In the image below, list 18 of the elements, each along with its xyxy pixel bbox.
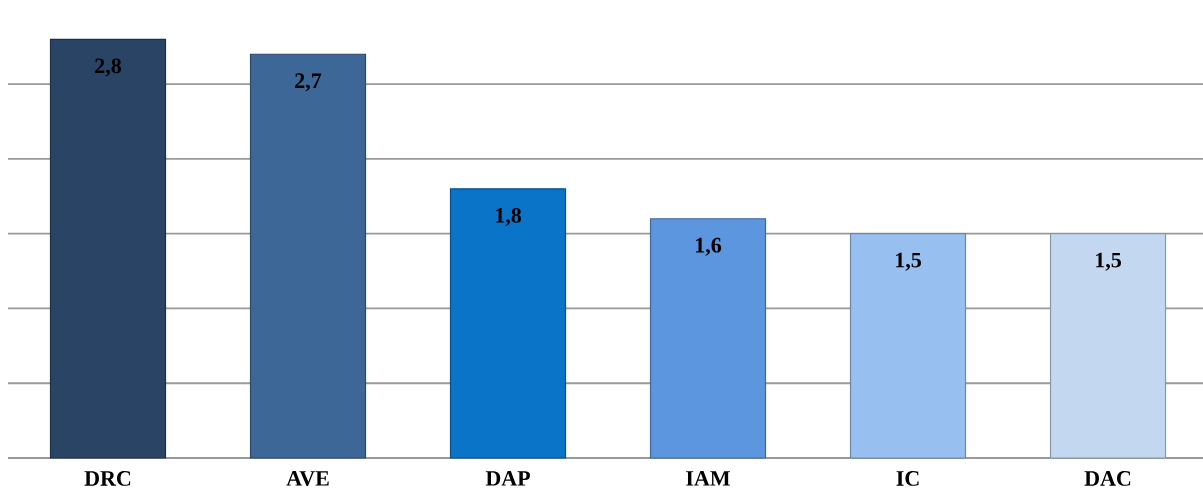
x-tick-label: IC xyxy=(896,471,919,486)
bar xyxy=(249,53,367,459)
x-tick-label: DRC xyxy=(84,471,131,486)
data-label: 1,5 xyxy=(1096,252,1121,271)
data-label: 1,6 xyxy=(696,237,722,256)
bar xyxy=(849,233,967,459)
data-label: 2,7 xyxy=(295,73,322,92)
bar xyxy=(1049,233,1167,459)
data-label: 1,8 xyxy=(496,207,522,226)
x-tick-label: DAC xyxy=(1084,471,1131,486)
x-tick-label: AVE xyxy=(286,471,329,486)
bar xyxy=(449,188,567,459)
bar xyxy=(49,38,167,459)
x-tick-label: IAM xyxy=(686,471,730,486)
x-tick-label: DAP xyxy=(485,471,530,486)
bar xyxy=(649,218,767,459)
data-label: 2,8 xyxy=(95,58,122,77)
data-label: 1,5 xyxy=(896,252,921,271)
